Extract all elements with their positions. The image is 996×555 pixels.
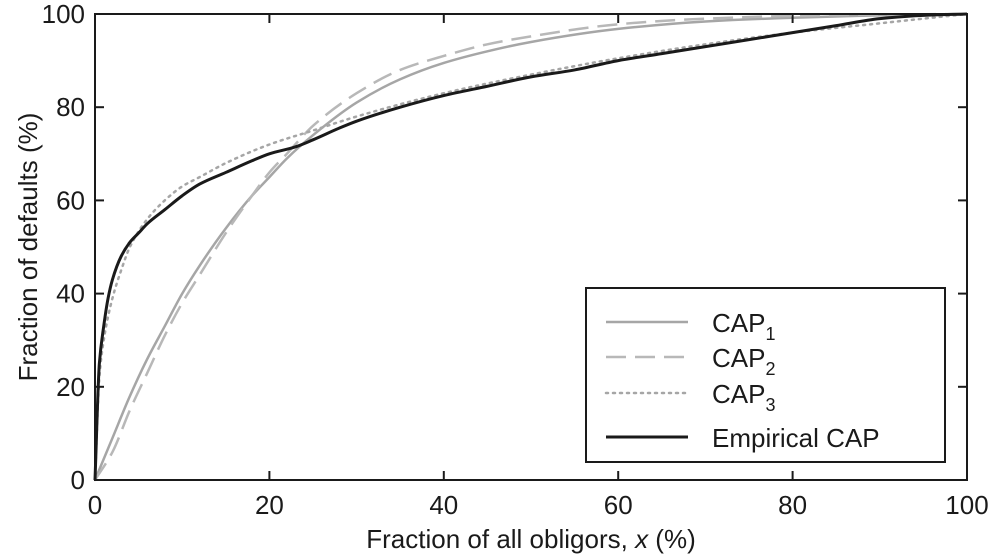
- y-tick-label-60: 60: [56, 185, 85, 215]
- x-axis-label-prefix: Fraction of all obligors,: [366, 524, 635, 554]
- legend-label-cap3: CAP3: [712, 379, 775, 415]
- x-axis-label-suffix: (%): [648, 524, 696, 554]
- series-line-cap3: [93, 12, 969, 482]
- x-tick-label-60: 60: [604, 490, 633, 520]
- legend-label-text-cap2: CAP: [712, 343, 765, 373]
- series-line-empirical-cap: [93, 12, 968, 481]
- x-axis-label: Fraction of all obligors, x (%): [366, 524, 695, 554]
- y-tick-label-100: 100: [42, 0, 85, 29]
- legend-label-subscript-cap2: 2: [765, 359, 775, 379]
- y-axis-label: Fraction of defaults (%): [13, 113, 43, 382]
- y-tick-label-40: 40: [56, 279, 85, 309]
- x-tick-label-20: 20: [255, 490, 284, 520]
- legend-label-empirical-cap: Empirical CAP: [712, 423, 880, 453]
- legend-label-text-cap3: CAP: [712, 379, 765, 409]
- plot-frame: [94, 13, 968, 481]
- y-tick-label-20: 20: [56, 372, 85, 402]
- legend-label-cap2: CAP2: [712, 343, 775, 379]
- legend-label-subscript-cap1: 1: [765, 324, 775, 344]
- x-tick-label-40: 40: [429, 490, 458, 520]
- plot-curves: [93, 12, 969, 482]
- legend-box: [585, 287, 946, 463]
- x-axis-label-variable: x: [633, 524, 649, 554]
- y-tick-label-80: 80: [56, 92, 85, 122]
- y-tick-label-0: 0: [71, 465, 85, 495]
- tick-labels: 0 20 40 60 80 100 0 20 40 60 80 100: [42, 0, 989, 520]
- x-tick-label-80: 80: [778, 490, 807, 520]
- legend-label-subscript-cap3: 3: [765, 395, 775, 415]
- x-tick-label-100: 100: [945, 490, 988, 520]
- series-line-cap1: [93, 12, 968, 481]
- legend-label-text-cap1: CAP: [712, 308, 765, 338]
- legend-label-cap1: CAP1: [712, 308, 775, 344]
- x-tick-label-0: 0: [88, 490, 102, 520]
- series-line-cap2: [93, 12, 968, 481]
- legend-label-text-empirical-cap: Empirical CAP: [712, 423, 880, 453]
